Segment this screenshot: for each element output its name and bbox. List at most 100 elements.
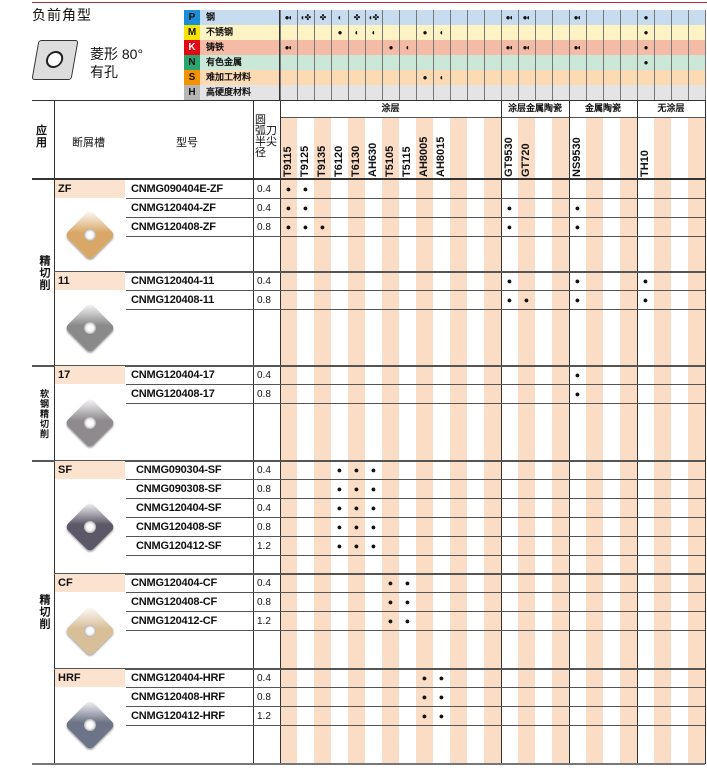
legend-column-line (501, 10, 502, 100)
grade-availability-dot: ● (421, 711, 428, 721)
row-line (126, 498, 705, 499)
row-line (126, 611, 705, 612)
column-divider (253, 100, 254, 764)
column-divider (280, 100, 281, 764)
grade-availability-dot: ● (421, 673, 428, 683)
material-grade-mark: ◐✤ (368, 13, 380, 22)
header-top-line (32, 100, 705, 101)
legend-column-line (586, 10, 587, 100)
material-label: 不锈钢 (206, 27, 234, 37)
row-line (126, 725, 705, 726)
model-number: CNMG120404-CF (131, 577, 218, 589)
grade-availability-dot: ● (387, 578, 394, 588)
material-grade-mark: ●◐ (284, 43, 294, 52)
material-grade-mark: ● (643, 13, 649, 22)
material-grade-mark: ●◐ (522, 43, 532, 52)
material-code-badge: H (184, 85, 200, 100)
nose-radius: 0.8 (257, 222, 271, 233)
insert-image-cf (64, 605, 116, 656)
grade-name: T6120 (333, 145, 345, 177)
material-grade-mark: ● (643, 28, 649, 37)
model-number: CNMG090308-SF (136, 483, 222, 495)
chipbreaker-label: ZF (55, 180, 125, 198)
material-code-badge: P (184, 10, 200, 25)
model-number: CNMG120404-17 (131, 369, 215, 381)
grade-availability-dot: ● (421, 692, 428, 702)
row-line (126, 290, 705, 291)
model-number: CNMG120408-ZF (131, 221, 216, 233)
legend-column-line (433, 10, 434, 100)
material-grade-mark: ◐✤ (300, 13, 312, 22)
model-number: CNMG120412-HRF (131, 710, 225, 722)
grade-name: AH8005 (418, 136, 430, 177)
column-stripe (484, 117, 501, 764)
material-row-n: N 有色金属 (184, 55, 705, 70)
shape-name: 菱形 80° (90, 46, 144, 62)
group-separator (54, 271, 705, 273)
column-stripe (314, 117, 331, 764)
legend-column-line (467, 10, 468, 100)
model-number: CNMG120404-SF (136, 502, 222, 514)
application-label: 精切削 (38, 255, 50, 291)
material-grade-mark: ●◐ (522, 13, 532, 22)
insert-hole (81, 319, 99, 337)
legend-column-line (314, 10, 315, 100)
header-radius-line: 径 (255, 147, 266, 159)
material-grade-mark: ◐ (405, 43, 411, 52)
grade-availability-dot: ● (336, 522, 343, 532)
insert-hole (81, 716, 99, 734)
nose-radius: 1.2 (257, 616, 271, 627)
legend-column-line (671, 10, 672, 100)
row-line (126, 536, 705, 537)
model-number: CNMG120408-11 (131, 294, 215, 306)
insert-image-17 (64, 397, 116, 448)
model-number: CNMG120408-17 (131, 388, 215, 400)
legend-column-line (688, 10, 689, 100)
row-line (126, 236, 705, 237)
nose-radius: 0.8 (257, 597, 271, 608)
insert-image-sf (64, 501, 116, 552)
grade-group-line (280, 117, 705, 118)
header-bottom-line (32, 178, 705, 180)
row-line (126, 517, 705, 518)
grade-group-1: 涂层金属陶瓷 (507, 103, 562, 113)
grade-name: AH630 (367, 142, 379, 177)
grade-name: T9135 (316, 145, 328, 177)
grade-availability-dot: ● (353, 503, 360, 513)
grade-name: GT720 (520, 143, 532, 177)
material-grade-mark: ●◐ (573, 13, 583, 22)
column-stripe (518, 117, 535, 764)
header-radius-line: 弧刀 (255, 125, 277, 137)
group-separator (32, 365, 705, 367)
column-stripe (552, 117, 569, 764)
material-grade-mark: ◐ (354, 28, 360, 37)
grade-availability-dot: ● (404, 597, 411, 607)
grade-availability-dot: ● (387, 616, 394, 626)
row-line (126, 403, 705, 404)
material-grade-mark: ✤ (319, 13, 327, 22)
grade-availability-dot: ● (370, 503, 377, 513)
grade-availability-dot: ● (438, 711, 445, 721)
nose-radius: 0.4 (257, 370, 271, 381)
grade-availability-dot: ● (285, 222, 292, 232)
row-line (126, 217, 705, 218)
grade-availability-dot: ● (353, 522, 360, 532)
chipbreaker-label: CF (55, 574, 125, 592)
material-label: 钢 (206, 12, 216, 22)
legend-column-line (365, 10, 366, 100)
row-line (126, 630, 705, 631)
material-grade-mark: ● (422, 73, 428, 82)
nose-radius: 0.8 (257, 389, 271, 400)
legend-column-line (399, 10, 400, 100)
material-label: 有色金属 (206, 57, 243, 67)
grade-group-0: 涂层 (381, 103, 400, 113)
column-stripe (586, 117, 603, 764)
header-radius-line: 半尖 (255, 136, 277, 148)
row-line (126, 479, 705, 480)
grade-availability-dot: ● (302, 203, 309, 213)
model-number: CNMG120404-11 (131, 275, 215, 287)
insert-hole (81, 518, 99, 535)
chipbreaker-label: 11 (55, 272, 125, 290)
grade-group-3: 无涂层 (657, 103, 685, 113)
grade-group-divider (705, 100, 706, 764)
